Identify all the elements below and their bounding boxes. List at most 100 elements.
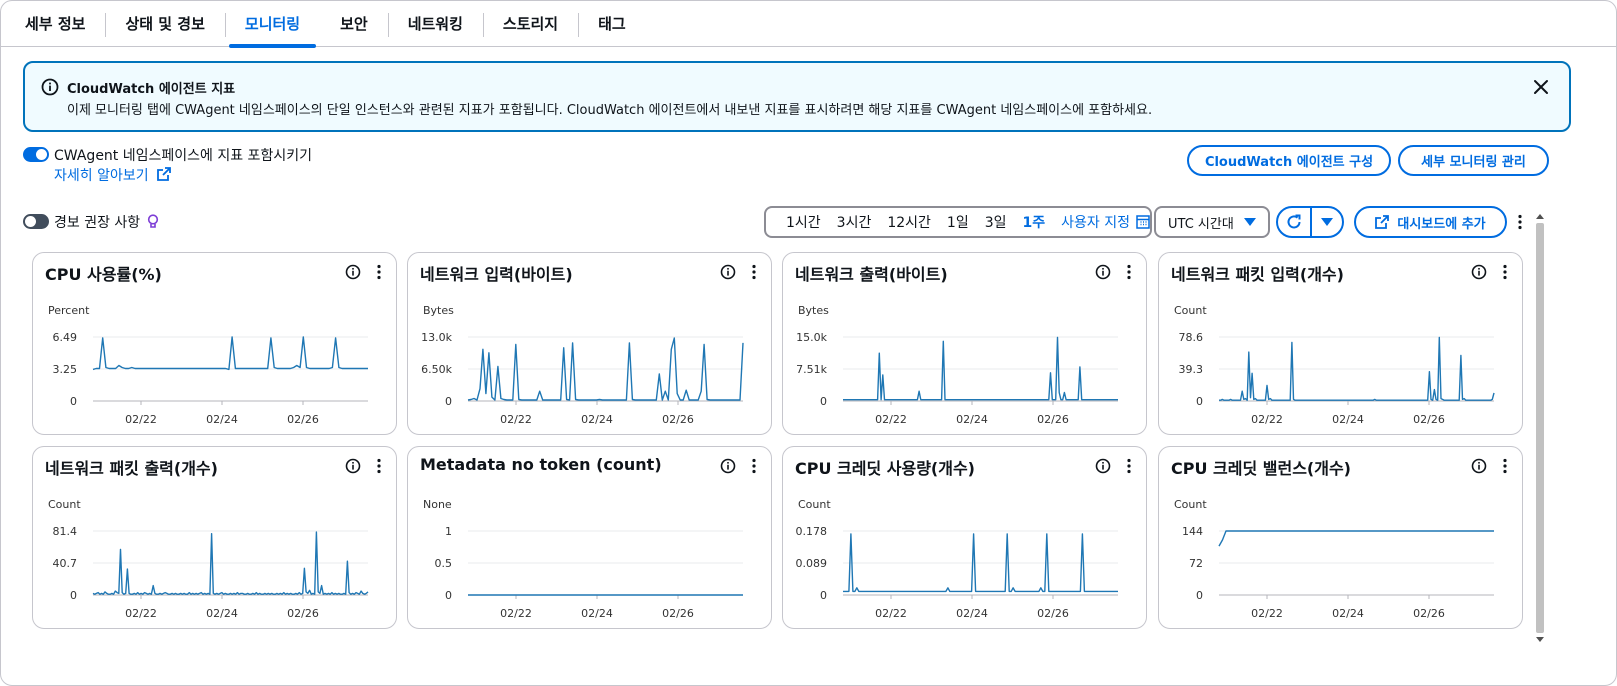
info-icon[interactable] <box>345 264 361 280</box>
widget-chart[interactable]: 13.0k 6.50k 0 02/22 02/24 02/26 <box>408 253 773 436</box>
tab-bar: 세부 정보 상태 및 경보 모니터링 보안 네트워킹 스토리지 태그 <box>1 1 1616 48</box>
x-tick-label: 02/22 <box>1251 607 1283 620</box>
tab-details[interactable]: 세부 정보 <box>25 15 86 33</box>
metric-widget-cpu-credit-balance: 144 72 0 02/22 02/24 02/26 CPU 크레딧 밸런스(개수) Coun… <box>1158 446 1523 629</box>
widget-chart[interactable]: 6.49 3.25 0 02/22 02/24 02/26 <box>33 253 398 436</box>
tab-storage[interactable]: 스토리지 <box>482 1 578 47</box>
y-tick-label: 0.5 <box>435 557 453 570</box>
range-1d[interactable]: 1일 <box>946 215 969 231</box>
series-line <box>467 337 744 401</box>
refresh-interval-dropdown[interactable] <box>1310 208 1342 236</box>
x-tick-label: 02/24 <box>581 413 613 426</box>
y-tick-label: 40.7 <box>53 557 78 570</box>
info-icon[interactable] <box>345 458 361 474</box>
lightbulb-icon <box>147 214 158 228</box>
caret-down-icon <box>1243 217 1256 226</box>
y-tick-label: 0.089 <box>796 557 828 570</box>
widget-unit-label: Count <box>798 498 831 511</box>
tab-status-alarms[interactable]: 상태 및 경보 <box>105 1 224 47</box>
range-custom[interactable]: 사용자 지정 <box>1061 215 1130 231</box>
metric-widget-network-out: 15.0k 7.51k 0 02/22 02/24 02/26 네트워크 출력(바이트) By… <box>782 252 1147 435</box>
widget-chart[interactable]: 0.178 0.089 0 02/22 02/24 02/26 <box>783 447 1148 630</box>
tab-networking[interactable]: 네트워킹 <box>387 1 483 47</box>
widget-menu-icon[interactable] <box>1502 458 1508 474</box>
tab-security[interactable]: 보안 <box>340 15 368 33</box>
alarm-recommendations-label: 경보 권장 사항 <box>54 212 159 232</box>
x-tick-label: 02/24 <box>956 607 988 620</box>
widget-unit-label: Count <box>1174 304 1207 317</box>
info-icon <box>41 78 59 96</box>
widget-title: 네트워크 출력(바이트) <box>795 265 948 284</box>
series-line <box>1219 336 1495 401</box>
widget-chart[interactable]: 15.0k 7.51k 0 02/22 02/24 02/26 <box>783 253 1148 436</box>
learn-more-link[interactable]: 자세히 알아보기 <box>54 165 171 185</box>
widget-title: 네트워크 패킷 입력(개수) <box>1171 265 1344 284</box>
series-line <box>843 336 1118 401</box>
x-tick-label: 02/24 <box>956 413 988 426</box>
time-range-selector: 1시간 3시간 12시간 1일 3일 1주 사용자 지정 <box>764 206 1152 238</box>
add-to-dashboard-label: 대시보드에 추가 <box>1397 216 1486 232</box>
scrollbar[interactable] <box>1533 213 1547 643</box>
widget-menu-icon[interactable] <box>1502 264 1508 280</box>
external-link-icon <box>1375 215 1390 229</box>
close-icon[interactable] <box>1531 77 1551 97</box>
tab-monitoring[interactable]: 모니터링 <box>224 1 320 48</box>
widget-chart[interactable]: 81.4 40.7 0 02/22 02/24 02/26 <box>33 447 398 630</box>
widget-menu-icon[interactable] <box>1126 264 1132 280</box>
metric-widget-cpu-credit-usage: 0.178 0.089 0 02/22 02/24 02/26 CPU 크레딧 사용량(개수… <box>782 446 1147 629</box>
x-tick-label: 02/24 <box>206 607 238 620</box>
x-tick-label: 02/22 <box>500 413 532 426</box>
widget-unit-label: None <box>423 498 452 511</box>
timezone-value: UTC 시간대 <box>1168 216 1234 232</box>
y-tick-label: 0 <box>445 395 452 408</box>
cwagent-toggle[interactable] <box>23 147 49 162</box>
configure-agent-button[interactable]: CloudWatch 에이전트 구성 <box>1187 145 1391 176</box>
x-tick-label: 02/26 <box>662 413 694 426</box>
info-icon[interactable] <box>1095 458 1111 474</box>
x-tick-label: 02/26 <box>662 607 694 620</box>
info-icon[interactable] <box>1471 458 1487 474</box>
range-3d[interactable]: 3일 <box>984 215 1007 231</box>
info-icon[interactable] <box>1095 264 1111 280</box>
series-line <box>843 533 1118 593</box>
range-1w[interactable]: 1주 <box>1022 215 1046 231</box>
y-tick-label: 0 <box>820 589 827 602</box>
alarm-recommendations-toggle[interactable] <box>23 214 49 229</box>
widget-menu-icon[interactable] <box>376 264 382 280</box>
widget-menu-icon[interactable] <box>376 458 382 474</box>
y-tick-label: 6.49 <box>53 331 78 344</box>
info-icon[interactable] <box>1471 264 1487 280</box>
y-tick-label: 0 <box>1196 589 1203 602</box>
info-icon[interactable] <box>720 264 736 280</box>
x-tick-label: 02/26 <box>1413 607 1445 620</box>
timezone-select[interactable]: UTC 시간대 <box>1154 206 1270 238</box>
x-tick-label: 02/26 <box>1037 413 1069 426</box>
x-tick-label: 02/22 <box>125 607 157 620</box>
metric-widget-cpu-utilization: 6.49 3.25 0 02/22 02/24 02/26 CPU 사용률(%) Percen… <box>32 252 397 435</box>
cwagent-toggle-label: CWAgent 네임스페이스에 지표 포함시키기 <box>54 148 312 164</box>
range-1h[interactable]: 1시간 <box>786 215 821 231</box>
y-tick-label: 72 <box>1189 557 1203 570</box>
banner-text: 이제 모니터링 탭에 CWAgent 네임스페이스의 단일 인스턴스와 관련된 … <box>67 103 1153 118</box>
manage-detailed-monitoring-button[interactable]: 세부 모니터링 관리 <box>1398 145 1549 176</box>
calendar-icon[interactable] <box>1136 215 1150 229</box>
range-12h[interactable]: 12시간 <box>887 215 931 231</box>
range-3h[interactable]: 3시간 <box>836 215 872 231</box>
info-icon[interactable] <box>720 458 736 474</box>
widget-chart[interactable]: 78.6 39.3 0 02/22 02/24 02/26 <box>1159 253 1524 436</box>
widget-chart[interactable]: 1 0.5 0 02/22 02/24 02/26 <box>408 447 773 630</box>
more-options-icon[interactable] <box>1517 214 1523 230</box>
x-tick-label: 02/26 <box>1037 607 1069 620</box>
widget-menu-icon[interactable] <box>1126 458 1132 474</box>
alarm-label-text: 경보 권장 사항 <box>54 215 141 231</box>
widget-menu-icon[interactable] <box>751 264 757 280</box>
tab-tags[interactable]: 태그 <box>578 1 646 47</box>
x-tick-label: 02/22 <box>500 607 532 620</box>
y-tick-label: 13.0k <box>421 331 452 344</box>
x-tick-label: 02/24 <box>1332 607 1364 620</box>
widget-menu-icon[interactable] <box>751 458 757 474</box>
widget-chart[interactable]: 144 72 0 02/22 02/24 02/26 <box>1159 447 1524 630</box>
refresh-button[interactable] <box>1278 208 1310 236</box>
add-to-dashboard-button[interactable]: 대시보드에 추가 <box>1354 206 1507 238</box>
banner-title: CloudWatch 에이전트 지표 <box>67 82 236 97</box>
